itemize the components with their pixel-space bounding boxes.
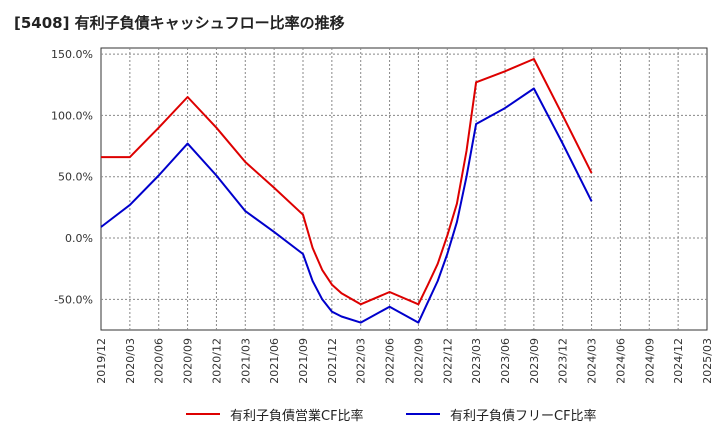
x-tick-label: 2023/09	[528, 338, 541, 384]
y-tick-label: 100.0%	[51, 109, 93, 122]
x-tick-label: 2020/09	[182, 338, 195, 384]
x-tick-label: 2025/03	[701, 338, 714, 384]
legend: 有利子負債営業CF比率 有利子負債フリーCF比率	[0, 402, 720, 426]
legend-swatch-free-cf	[406, 413, 440, 415]
x-tick-label: 2022/03	[355, 338, 368, 384]
x-tick-label: 2023/03	[470, 338, 483, 384]
series-line-operating-cf	[101, 58, 593, 306]
x-tick-label: 2023/12	[557, 338, 570, 384]
x-tick-label: 2024/06	[614, 338, 627, 384]
x-tick-label: 2020/03	[124, 338, 137, 384]
series-line-free-cf	[100, 87, 593, 324]
x-tick-label: 2024/09	[643, 338, 656, 384]
x-tick-label: 2019/12	[95, 338, 108, 384]
y-tick-label: -50.0%	[54, 293, 93, 306]
x-tick-label: 2021/06	[268, 338, 281, 384]
x-tick-label: 2023/06	[499, 338, 512, 384]
x-tick-label: 2020/06	[153, 338, 166, 384]
legend-label-operating-cf: 有利子負債営業CF比率	[230, 408, 364, 424]
x-tick-label: 2024/12	[672, 338, 685, 384]
x-tick-label: 2022/12	[441, 338, 454, 384]
y-tick-label: 50.0%	[58, 171, 93, 184]
legend-item-operating-cf: 有利子負債営業CF比率	[186, 402, 364, 426]
x-tick-label: 2021/09	[297, 338, 310, 384]
plot-area	[100, 47, 708, 331]
legend-swatch-operating-cf	[186, 413, 220, 415]
x-tick-label: 2020/12	[210, 338, 223, 384]
y-tick-label: 0.0%	[65, 232, 93, 245]
x-tick-label: 2021/03	[239, 338, 252, 384]
chart-title: [5408] 有利子負債キャッシュフロー比率の推移	[14, 14, 345, 32]
y-tick-label: 150.0%	[51, 48, 93, 61]
legend-label-free-cf: 有利子負債フリーCF比率	[450, 408, 597, 424]
x-tick-label: 2022/09	[412, 338, 425, 384]
line-chart: 2019/12 2020/03 2020/06 2020/09 2020/12 2021/…	[51, 47, 714, 384]
x-tick-label: 2021/12	[326, 338, 339, 384]
x-tick-label: 2024/03	[586, 338, 599, 384]
x-tick-label: 2022/06	[384, 338, 397, 384]
legend-item-free-cf: 有利子負債フリーCF比率	[406, 402, 597, 426]
